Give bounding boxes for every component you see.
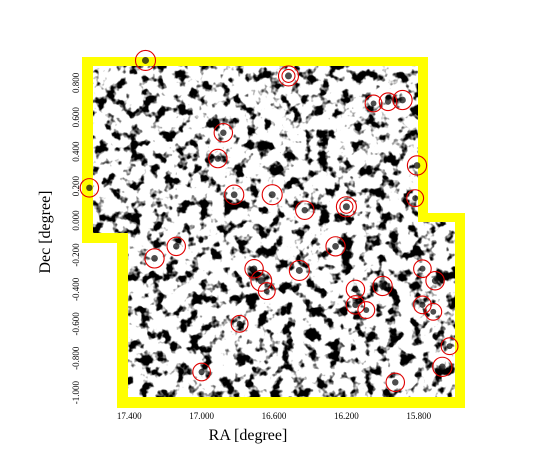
- source-circle: [257, 282, 276, 301]
- y-tick-label: -0.400: [71, 277, 81, 301]
- source-peak: [419, 301, 426, 308]
- detected-sources: [79, 49, 459, 393]
- source-circle: [208, 148, 228, 169]
- source-peak: [370, 100, 377, 107]
- source-circle: [79, 178, 100, 198]
- source-circle: [345, 279, 366, 300]
- source-circle: [424, 302, 443, 321]
- x-axis-title: RA [degree]: [209, 427, 288, 444]
- source-circle: [385, 372, 406, 393]
- source-peak: [263, 288, 270, 295]
- source-peak: [363, 307, 370, 313]
- source-circle: [378, 92, 398, 112]
- y-axis-title: Dec [degree]: [37, 190, 54, 273]
- source-peak: [431, 277, 439, 285]
- source-peak: [399, 96, 406, 104]
- source-circle: [413, 259, 432, 279]
- source-peak: [446, 343, 453, 350]
- source-circle: [166, 236, 187, 257]
- y-tick-label: -0.600: [71, 312, 81, 336]
- source-circle: [213, 122, 234, 143]
- source-peak: [379, 282, 386, 290]
- source-circle: [244, 258, 264, 279]
- source-circle: [144, 248, 165, 269]
- source-peak: [332, 242, 339, 250]
- source-circle: [406, 155, 428, 176]
- source-peak: [173, 243, 180, 250]
- y-tick-label: 0.200: [71, 175, 81, 196]
- y-tick-label: -0.800: [71, 346, 81, 370]
- source-peak: [220, 129, 227, 136]
- source-peak: [430, 308, 437, 315]
- source-circle: [406, 189, 425, 208]
- x-tick-label: 16.600: [262, 411, 287, 421]
- x-tick-label: 16.200: [334, 411, 359, 421]
- source-peak: [230, 191, 238, 199]
- source-circle: [295, 200, 315, 220]
- source-peak: [214, 155, 222, 162]
- source-circle: [440, 337, 459, 356]
- source-circle: [335, 196, 357, 218]
- source-circle: [345, 295, 366, 315]
- x-tick-label: 17.000: [189, 411, 214, 421]
- source-peak: [301, 206, 308, 214]
- coverage-region: [82, 57, 465, 408]
- source-circle: [250, 269, 273, 292]
- source-peak: [419, 265, 426, 272]
- source-circle: [357, 301, 376, 319]
- source-peak: [151, 255, 158, 262]
- source-peak: [236, 320, 243, 327]
- source-circle: [392, 89, 413, 111]
- flux-noise-map: [93, 66, 455, 397]
- source-circle: [192, 362, 211, 382]
- source-circle: [325, 236, 346, 257]
- source-circle: [364, 94, 383, 113]
- x-axis-ticks: 17.400 17.000 16.600 16.200 15.800: [117, 411, 432, 421]
- source-peak: [86, 184, 93, 192]
- source-peak: [412, 195, 419, 202]
- source-peak: [413, 162, 421, 169]
- source-peak: [438, 363, 446, 371]
- source-circle: [288, 259, 310, 282]
- source-peak: [352, 301, 359, 309]
- x-tick-label: 15.800: [406, 411, 431, 421]
- x-tick-label: 17.400: [117, 411, 142, 421]
- y-axis-ticks: -1.000 -0.800 -0.600 -0.400 -0.200 0.000 0.200…: [71, 72, 81, 404]
- source-circle: [134, 49, 157, 71]
- source-peak: [257, 277, 265, 285]
- source-peak: [268, 191, 276, 199]
- source-circle: [413, 295, 432, 315]
- source-circle: [224, 184, 245, 205]
- y-tick-label: -0.200: [71, 243, 81, 267]
- source-circle: [432, 356, 453, 378]
- source-peak: [342, 203, 350, 211]
- source-circle: [277, 65, 300, 87]
- source-peak: [284, 72, 292, 80]
- y-tick-label: 0.400: [71, 141, 81, 162]
- source-circle: [261, 184, 283, 206]
- y-tick-label: 0.600: [71, 107, 81, 128]
- source-circle: [372, 275, 393, 297]
- source-peak: [141, 56, 149, 64]
- source-peak: [295, 266, 303, 274]
- y-tick-label: 0.000: [71, 210, 81, 231]
- source-peak: [384, 98, 392, 105]
- source-peak: [198, 368, 205, 376]
- source-peak: [250, 265, 258, 272]
- source-circle-inner: [339, 199, 354, 214]
- source-peak: [352, 286, 359, 293]
- source-circle-inner: [281, 68, 296, 83]
- y-tick-label: 0.800: [71, 72, 81, 93]
- source-circle: [425, 271, 445, 291]
- y-tick-label: -1.000: [71, 381, 81, 405]
- source-peak: [392, 379, 399, 386]
- source-circle: [230, 314, 249, 333]
